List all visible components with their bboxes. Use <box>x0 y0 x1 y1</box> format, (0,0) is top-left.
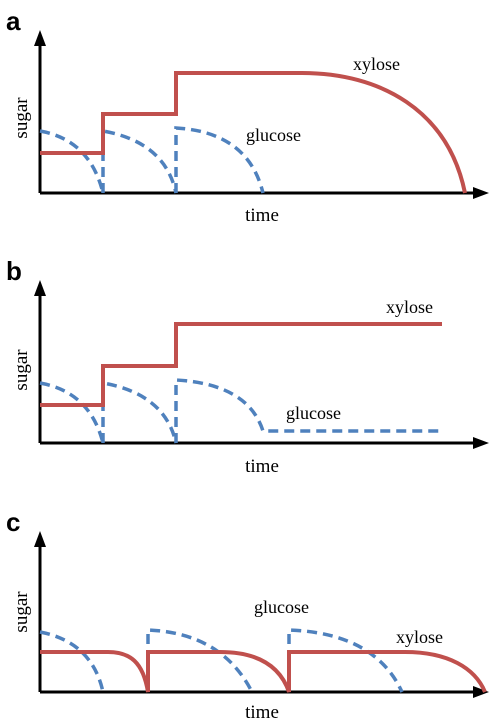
x-axis-arrow <box>473 187 489 199</box>
xylose-curve <box>40 71 467 194</box>
y-axis-arrow <box>34 531 46 547</box>
y-axis-arrow <box>34 30 46 46</box>
glucose-label: glucose <box>254 597 309 617</box>
x-axis-arrow <box>473 686 489 698</box>
y-axis-label: sugar <box>11 349 32 391</box>
panel-letter-a: a <box>6 6 21 36</box>
y-axis-label: sugar <box>11 591 32 633</box>
y-axis-arrow <box>34 280 46 296</box>
glucose-label: glucose <box>286 403 341 423</box>
xylose-curve <box>40 322 442 407</box>
panel-letter-b: b <box>6 256 22 286</box>
panel-b: b sugar time glucose xylose <box>6 256 489 477</box>
x-axis-label: time <box>245 205 279 226</box>
x-axis-arrow <box>473 437 489 449</box>
xylose-label: xylose <box>396 627 443 647</box>
panel-c: c sugar time glucose xylose <box>6 507 489 723</box>
glucose-curve <box>39 628 404 693</box>
xylose-label: xylose <box>386 297 433 317</box>
y-axis-label: sugar <box>11 97 32 139</box>
panel-letter-c: c <box>6 507 20 537</box>
glucose-label: glucose <box>246 125 301 145</box>
x-axis-label: time <box>245 702 279 723</box>
glucose-curve <box>39 126 265 194</box>
glucose-curve <box>39 378 442 444</box>
xylose-curve <box>40 650 487 693</box>
x-axis-label: time <box>245 456 279 477</box>
panel-a: a sugar time glucose xylose <box>6 6 489 226</box>
xylose-label: xylose <box>353 54 400 74</box>
